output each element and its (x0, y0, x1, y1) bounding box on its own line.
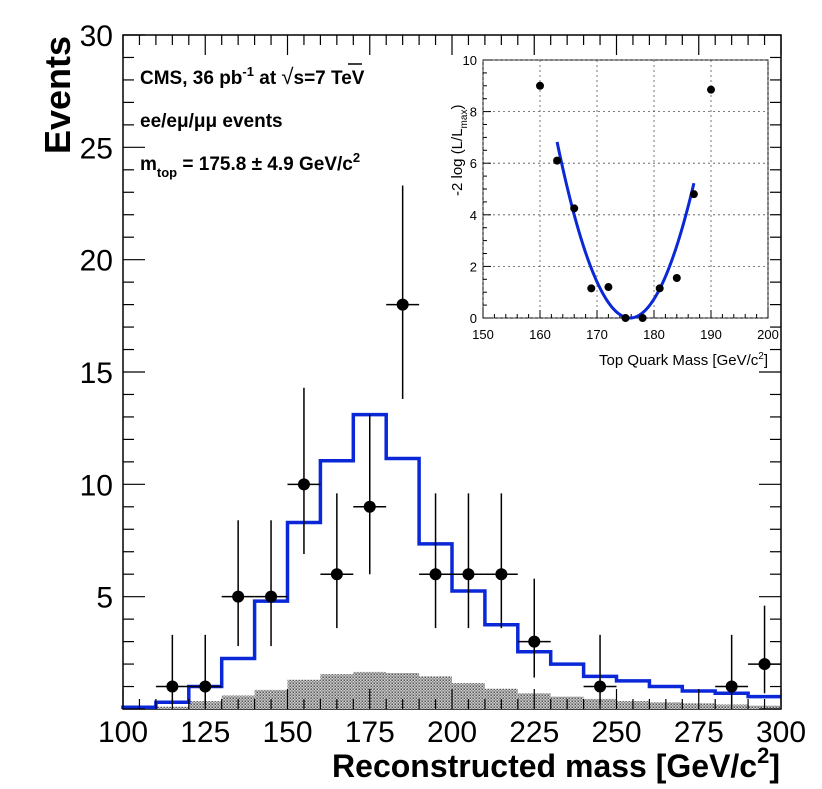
y-tick-label: 25 (80, 132, 113, 165)
data-point (748, 605, 781, 694)
inset-points (536, 81, 715, 322)
x-tick-label: 225 (509, 716, 559, 749)
x-axis-title-sup: 2 (757, 743, 769, 768)
ann-m: m (140, 154, 157, 175)
inset-point (707, 85, 715, 94)
ann-at: at (254, 68, 281, 89)
data-point (386, 185, 420, 399)
x-tick-label: 150 (262, 716, 312, 749)
signal-histogram (121, 412, 781, 709)
inset-point (570, 204, 579, 213)
inset-x-tick-label: 170 (586, 327, 608, 342)
x-tick-label: 300 (756, 716, 806, 749)
inset-y-tick-label: 2 (470, 259, 477, 274)
inset-y-title-main: -2 log (L/L (449, 128, 466, 196)
inset-point (689, 190, 698, 199)
x-tick-label: 125 (180, 716, 230, 749)
inset-point (536, 81, 544, 90)
inset-x-tick-label: 190 (700, 327, 722, 342)
annotation-cms-lumi: CMS, 36 pb-1 at √s=7 TeV (140, 64, 365, 89)
x-tick-label: 275 (674, 716, 724, 749)
y-tick-label: 5 (96, 582, 113, 615)
inset-y-tick-label: 10 (463, 53, 477, 68)
y-tick-label: 30 (80, 20, 113, 53)
background-bin (484, 688, 518, 709)
ann-lumi-sup: -1 (242, 64, 254, 79)
x-axis-title-main: Reconstructed mass [GeV/c (332, 748, 757, 784)
inset-y-title: -2 log (L/Lmax) (449, 105, 470, 196)
inset-x-title-main: Top Quark Mass [GeV/c (599, 352, 759, 369)
ann-top-sub: top (157, 165, 177, 180)
data-point (517, 578, 551, 678)
inset-x-tick-label: 200 (757, 327, 779, 342)
ann-energy: s=7 TeV (294, 68, 365, 89)
data-point (419, 493, 452, 629)
data-point (320, 493, 354, 629)
inset-y-tick-label: 6 (470, 156, 477, 171)
data-point (155, 634, 189, 705)
data-point (353, 414, 387, 575)
inset-grid (482, 59, 769, 319)
data-point (188, 634, 222, 705)
x-axis-title: Reconstructed mass [GeV/c2] (332, 743, 780, 784)
data-points (155, 185, 781, 705)
inset-y-tick-label: 4 (470, 208, 477, 223)
inset-point (672, 274, 681, 283)
data-point (287, 387, 321, 554)
ann-lumi-text: CMS, 36 pb (140, 68, 242, 89)
data-point (484, 493, 518, 629)
inset-x-tick-label: 150 (472, 327, 494, 342)
ann-mtop-sup: 2 (353, 150, 360, 165)
y-tick-label: 10 (80, 469, 113, 502)
data-point (452, 493, 485, 629)
inset-x-title-sup: 2 (758, 351, 764, 362)
inset-point (655, 284, 664, 293)
x-axis-title-end: ] (769, 748, 780, 784)
inset-x-tick-label: 160 (529, 327, 551, 342)
x-tick-label: 250 (591, 716, 641, 749)
inset-y-title-end: ) (449, 105, 466, 110)
inset-point (604, 283, 613, 292)
signal-step-line (121, 412, 781, 709)
inset-background (474, 58, 770, 328)
ann-sqrt-icon: √ (281, 64, 294, 89)
inset-point (553, 156, 562, 165)
inset-point (638, 314, 647, 322)
inset-y-tick-label: 8 (470, 105, 477, 120)
ann-mtop-value: = 175.8 ± 4.9 GeV/c (177, 154, 353, 175)
x-tick-label: 100 (98, 716, 148, 749)
y-tick-label: 20 (80, 245, 113, 278)
inset-y-tick-label: 0 (470, 311, 477, 326)
inset-x-title-end: ] (764, 352, 768, 369)
data-point (221, 520, 255, 647)
inset-x-tick-label: 180 (643, 327, 665, 342)
inset-x-title: Top Quark Mass [GeV/c2] (599, 351, 768, 369)
x-tick-label: 200 (427, 716, 477, 749)
inset-y-title-sub: max (459, 110, 470, 129)
annotation-mtop: mtop = 175.8 ± 4.9 GeV/c2 (140, 150, 360, 180)
data-point (715, 634, 749, 705)
inset-axis-ticks: 150 160 170 180 190 200 0 2 4 6 8 10 (463, 53, 779, 342)
y-axis-title: Events (37, 36, 78, 154)
inset-point (621, 314, 630, 322)
data-point (583, 634, 617, 705)
inset-point (587, 284, 596, 293)
annotation-channels: ee/eμ/μμ events (140, 111, 283, 132)
y-tick-label: 15 (80, 357, 113, 390)
data-point (254, 520, 288, 647)
x-tick-label: 175 (345, 716, 395, 749)
